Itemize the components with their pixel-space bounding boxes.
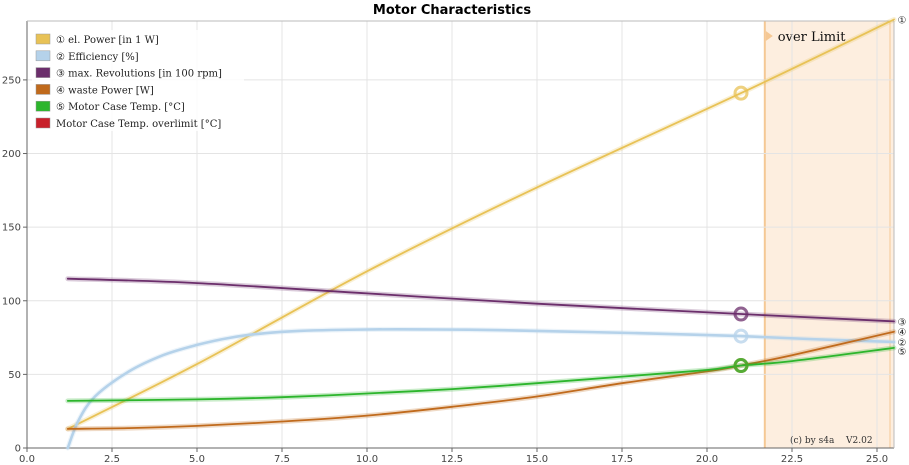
series-end-label-3: ③ — [898, 317, 907, 328]
axes: 0.0 2.5 5.0 7.5 10.0 12.5 15.0 17.5 20.0 22.5 25.0… — [2, 20, 895, 465]
series-line-5 — [66, 347, 895, 402]
x-tick-label: 20.0 — [696, 454, 718, 465]
x-tick-label: 0.0 — [19, 454, 35, 465]
series-line-1 — [66, 18, 895, 430]
legend-swatch-4 — [35, 84, 51, 95]
overlimit-label: over Limit — [778, 30, 846, 45]
legend-swatch-6 — [35, 117, 51, 129]
x-tick-label: 15.0 — [526, 454, 548, 465]
series-end-label-4: ④ — [898, 328, 907, 339]
x-tick-label: 7.5 — [274, 454, 290, 465]
overlimit-zone: over Limit — [763, 21, 894, 448]
operating-point-2 — [733, 328, 749, 344]
legend-swatch-5 — [35, 100, 51, 112]
legend-swatch-1 — [35, 33, 51, 45]
legend-label-6: Motor Case Temp. overlimit [°C] — [56, 119, 221, 130]
operating-point-5 — [733, 358, 749, 374]
legend-swatch-3 — [35, 67, 51, 78]
x-tick-label: 17.5 — [611, 454, 633, 465]
series-end-label-1: ① — [898, 16, 907, 27]
y-tick-label: 0 — [15, 444, 21, 455]
legend-swatch-2 — [35, 50, 51, 62]
legend-label-3: ③ max. Revolutions [in 100 rpm] — [56, 69, 222, 80]
series-lines — [65, 17, 897, 451]
x-tick-label: 10.0 — [356, 454, 378, 465]
x-tick-label: 5.0 — [189, 454, 205, 465]
legend: ① el. Power [in 1 W] ② Efficiency [%] ③ ma… — [32, 30, 244, 131]
y-tick-label: 250 — [2, 75, 21, 86]
x-tick-label: 2.5 — [104, 454, 120, 465]
legend-label-4: ④ waste Power [W] — [56, 85, 154, 96]
x-tick-label: 22.5 — [781, 454, 803, 465]
legend-label-5: ⑤ Motor Case Temp. [°C] — [56, 102, 185, 113]
legend-background — [32, 30, 244, 131]
y-tick-label: 200 — [2, 149, 21, 160]
y-tick-label: 100 — [2, 296, 21, 307]
x-tick-label: 12.5 — [441, 454, 463, 465]
operating-point-3 — [733, 306, 749, 322]
series-line-3 — [66, 277, 895, 323]
copyright-text: (c) by s4a — [790, 435, 835, 446]
operating-point-markers — [733, 85, 749, 374]
grid — [27, 21, 894, 448]
overlimit-area — [764, 21, 894, 448]
y-tick-label: 150 — [2, 223, 21, 234]
series-end-label-5: ⑤ — [898, 347, 907, 358]
y-tick-label: 50 — [8, 370, 21, 381]
legend-label-1: ① el. Power [in 1 W] — [56, 35, 159, 46]
legend-label-2: ② Efficiency [%] — [56, 52, 139, 63]
operating-point-1 — [733, 85, 749, 101]
series-line-2 — [66, 328, 896, 450]
x-tick-label: 25.0 — [866, 454, 888, 465]
overlimit-arrow — [765, 31, 773, 41]
chart-title: Motor Characteristics — [373, 3, 531, 18]
series-end-label-2: ② — [898, 338, 907, 349]
version-text: V2.02 — [845, 436, 873, 446]
